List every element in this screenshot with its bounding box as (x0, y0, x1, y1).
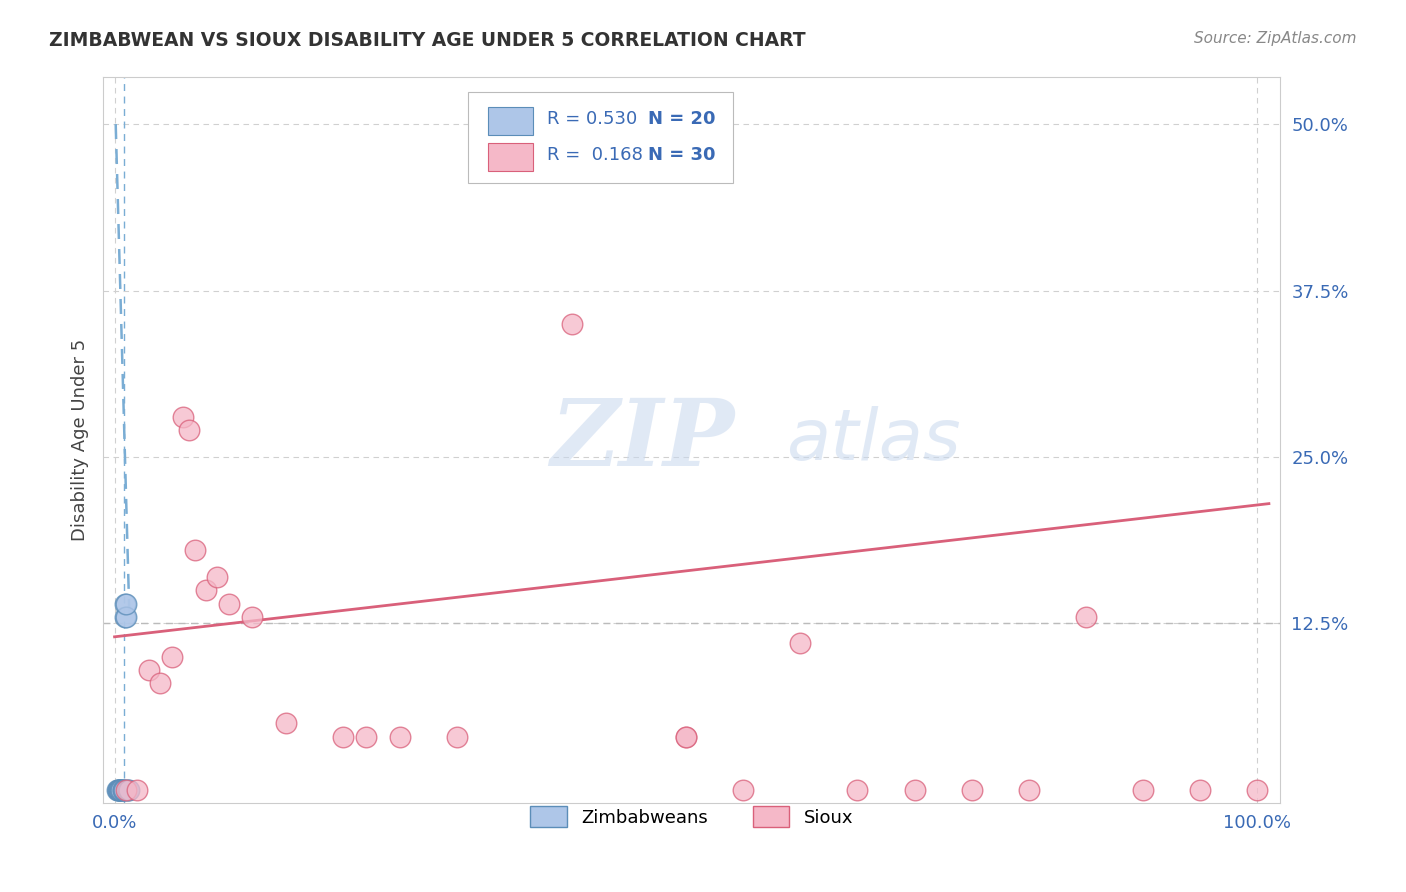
Point (1018, 783, 1040, 797)
Text: ZIP: ZIP (551, 395, 735, 485)
Point (110, 783, 132, 797)
Point (389, 730, 412, 744)
Point (207, 570, 229, 584)
Point (903, 783, 925, 797)
Point (114, 597, 136, 611)
Point (446, 730, 468, 744)
Point (1074, 610, 1097, 624)
Point (218, 597, 240, 611)
Point (960, 783, 983, 797)
Point (183, 543, 205, 558)
Point (1132, 783, 1154, 797)
Legend: Zimbabweans, Sioux: Zimbabweans, Sioux (523, 799, 860, 834)
Point (117, 783, 139, 797)
Point (107, 783, 129, 797)
Point (111, 783, 134, 797)
Text: N = 30: N = 30 (648, 146, 716, 164)
Point (115, 597, 138, 611)
Point (138, 663, 160, 677)
Point (110, 783, 132, 797)
Point (240, 610, 263, 624)
Point (733, 783, 755, 797)
Text: R =  0.168: R = 0.168 (547, 146, 643, 164)
Point (115, 610, 138, 624)
Point (561, 317, 583, 331)
Point (110, 783, 132, 797)
Point (110, 783, 132, 797)
Text: N = 20: N = 20 (648, 110, 716, 128)
FancyBboxPatch shape (488, 107, 533, 135)
FancyBboxPatch shape (488, 144, 533, 171)
Point (112, 783, 135, 797)
Text: atlas: atlas (786, 406, 960, 475)
Point (114, 610, 136, 624)
Point (118, 783, 141, 797)
Point (108, 783, 131, 797)
Point (274, 716, 297, 731)
Point (177, 423, 200, 437)
Text: Source: ZipAtlas.com: Source: ZipAtlas.com (1194, 31, 1357, 46)
Y-axis label: Disability Age Under 5: Disability Age Under 5 (72, 339, 89, 541)
Point (789, 636, 811, 650)
Point (105, 783, 128, 797)
Point (107, 783, 129, 797)
Point (675, 730, 697, 744)
Point (332, 730, 354, 744)
FancyBboxPatch shape (468, 92, 733, 183)
Point (108, 783, 131, 797)
Point (115, 783, 138, 797)
Point (127, 783, 149, 797)
Point (112, 783, 135, 797)
Point (111, 783, 134, 797)
Point (1189, 783, 1212, 797)
Point (846, 783, 869, 797)
Point (172, 410, 194, 425)
Point (195, 583, 218, 598)
Point (160, 649, 183, 664)
Point (354, 730, 377, 744)
Point (149, 676, 172, 690)
Text: R = 0.530: R = 0.530 (547, 110, 637, 128)
Point (675, 730, 697, 744)
Point (115, 783, 138, 797)
Point (1246, 783, 1268, 797)
Text: ZIMBABWEAN VS SIOUX DISABILITY AGE UNDER 5 CORRELATION CHART: ZIMBABWEAN VS SIOUX DISABILITY AGE UNDER… (49, 31, 806, 50)
